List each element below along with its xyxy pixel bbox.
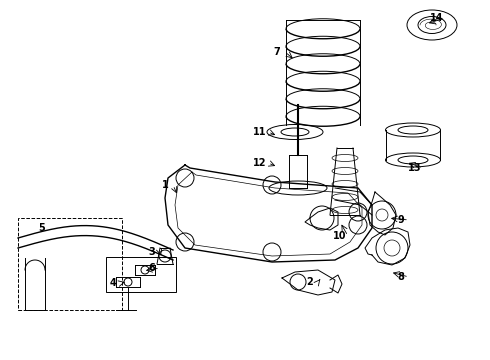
Text: 7: 7 bbox=[273, 47, 280, 57]
Text: 4: 4 bbox=[110, 278, 117, 288]
Text: 11: 11 bbox=[253, 127, 267, 137]
Text: 13: 13 bbox=[408, 163, 422, 173]
Text: 8: 8 bbox=[397, 272, 404, 282]
Text: 2: 2 bbox=[307, 277, 314, 287]
Text: 10: 10 bbox=[333, 231, 347, 241]
Bar bbox=[106, 257, 176, 292]
Text: 12: 12 bbox=[253, 158, 267, 168]
Text: 5: 5 bbox=[39, 223, 46, 233]
Text: 9: 9 bbox=[397, 215, 404, 225]
Bar bbox=[18, 218, 122, 310]
Text: 6: 6 bbox=[148, 263, 155, 273]
Text: 3: 3 bbox=[148, 247, 155, 257]
Text: 14: 14 bbox=[430, 13, 444, 23]
Text: 1: 1 bbox=[162, 180, 169, 190]
